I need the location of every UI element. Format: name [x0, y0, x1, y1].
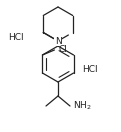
Text: Cl: Cl — [58, 46, 67, 55]
Text: NH$_2$: NH$_2$ — [73, 100, 92, 112]
Text: HCl: HCl — [82, 65, 98, 74]
Text: HCl: HCl — [8, 32, 24, 41]
Text: N: N — [55, 37, 61, 46]
